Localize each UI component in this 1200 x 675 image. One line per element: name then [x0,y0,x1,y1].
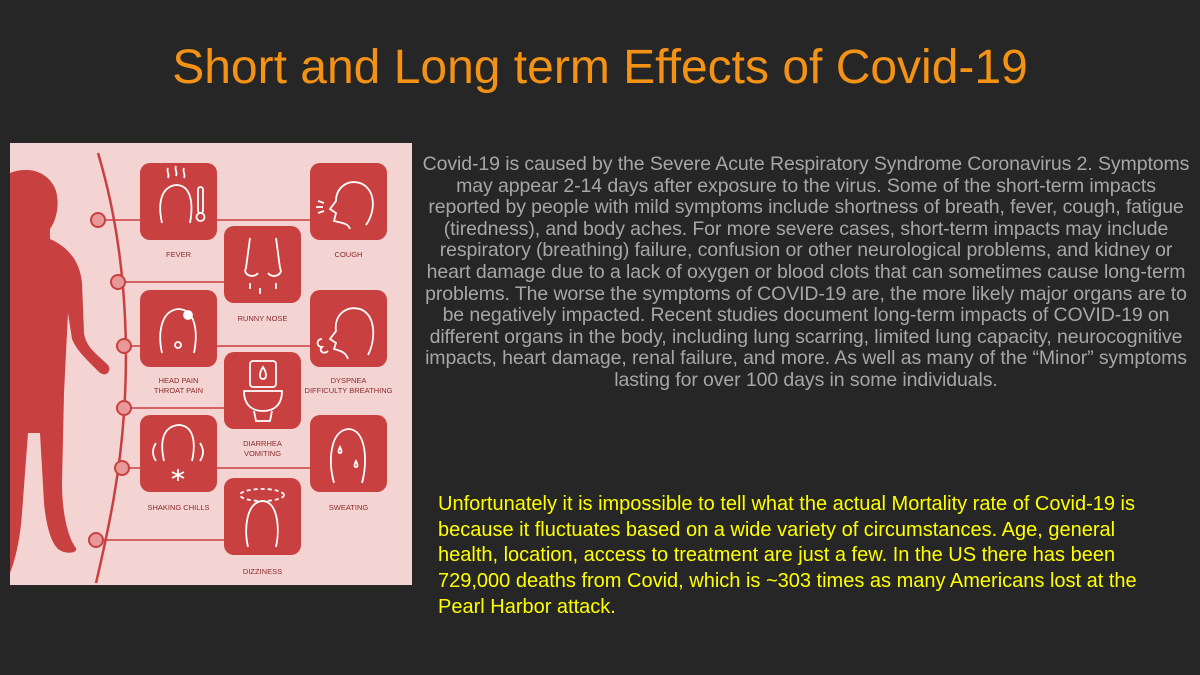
symptom-label: HEAD PAIN [159,376,199,385]
runny-nose-icon [244,237,282,294]
symptoms-infographic: FEVER COUGH RUNNY NOSE [10,143,412,585]
symptom-label: DIFFICULTY BREATHING [305,386,393,395]
slide-title: Short and Long term Effects of Covid-19 [172,41,1028,94]
fever-symptom: FEVER [140,163,217,259]
symptom-label: THROAT PAIN [154,386,203,395]
symptom-label: FEVER [166,250,192,259]
symptom-label: RUNNY NOSE [238,314,288,323]
head-throat-pain-symptom: HEAD PAIN THROAT PAIN [140,290,217,395]
symptom-label: DIZZINESS [243,567,282,576]
covid-description-text: Covid-19 is caused by the Severe Acute R… [422,153,1190,391]
symptom-label: SHAKING CHILLS [147,503,209,512]
timeline-dots [88,212,132,548]
shaking-chills-symptom: SHAKING CHILLS [140,415,217,512]
mortality-rate-text: Unfortunately it is impossible to tell w… [438,493,1137,618]
head-pain-icon [159,308,197,354]
dyspnea-symptom: DYSPNEA DIFFICULTY BREATHING [305,290,393,395]
fever-thermometer-icon [159,165,206,224]
sweating-symptom: SWEATING [310,415,387,512]
diarrhea-vomiting-symptom: DIARRHEA VOMITING [224,352,301,458]
human-silhouette-icon [10,169,110,573]
symptom-label: SWEATING [329,503,369,512]
cough-symptom: COUGH [310,163,387,259]
symptom-label: VOMITING [244,449,281,458]
symptom-label: DYSPNEA [331,376,367,385]
dizziness-symptom: DIZZINESS [224,478,301,576]
symptom-label: DIARRHEA [243,439,282,448]
cough-face-icon [316,181,374,230]
runny-nose-symptom: RUNNY NOSE [224,226,301,323]
dizziness-icon [239,488,285,548]
toilet-icon [243,360,283,422]
symptom-label: COUGH [335,250,363,259]
infographic-graphic: FEVER COUGH RUNNY NOSE [10,152,393,584]
shaking-chills-icon [152,424,204,481]
sweating-face-icon [330,428,366,484]
dyspnea-icon [316,307,375,360]
